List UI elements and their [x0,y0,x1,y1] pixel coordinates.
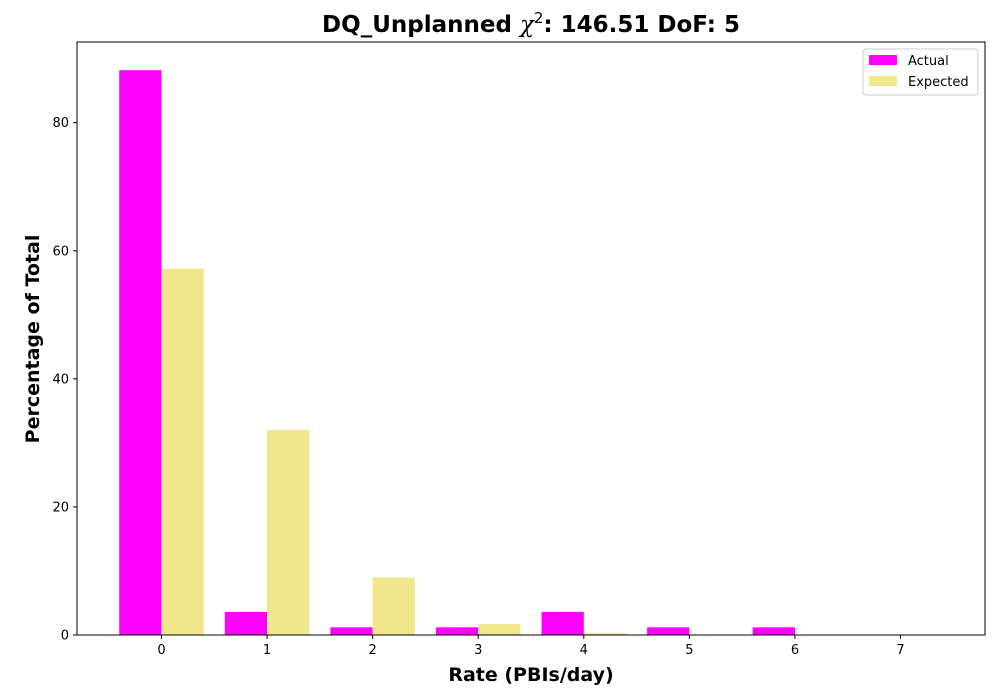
bar-expected-2 [372,577,415,635]
bar-actual-3 [435,627,479,635]
chart-title: DQ_Unplanned χ2: 146.51 DoF: 5 [322,9,740,38]
y-axis-label: Percentage of Total [22,235,44,444]
bar-expected-0 [161,268,204,635]
y-tick-label: 0 [61,629,69,644]
plot-frame [76,41,986,636]
x-tick-label: 3 [474,643,482,658]
y-tick-label: 60 [52,244,69,259]
x-tick-label: 6 [791,643,799,658]
bar-expected-4 [583,633,627,635]
x-tick-label: 1 [263,643,271,658]
legend-swatch-expected [869,76,897,86]
x-tick-label: 0 [157,643,165,658]
bar-actual-6 [752,627,795,635]
x-tick-label: 5 [685,643,693,658]
bars [119,70,795,635]
bar-actual-1 [224,611,268,635]
legend-label-actual: Actual [908,54,949,69]
x-tick-label: 2 [368,643,376,658]
legend-label-expected: Expected [908,75,969,90]
x-tick-label: 4 [580,643,588,658]
y-axis-ticks: 0 20 40 60 80 [52,116,77,644]
bar-actual-0 [119,70,162,635]
bar-expected-1 [267,430,310,635]
x-axis-ticks: 0 1 2 3 4 5 6 7 [157,635,905,658]
bar-actual-2 [330,627,373,635]
legend: Actual Expected [862,48,979,96]
y-tick-label: 20 [52,500,69,515]
y-tick-label: 80 [52,116,69,131]
bar-expected-3 [478,624,521,635]
y-tick-label: 40 [52,372,69,387]
x-tick-label: 7 [896,643,904,658]
bar-actual-5 [647,627,690,635]
legend-swatch-actual [869,55,897,65]
bar-actual-4 [541,611,584,635]
x-axis-label: Rate (PBIs/day) [448,664,613,686]
